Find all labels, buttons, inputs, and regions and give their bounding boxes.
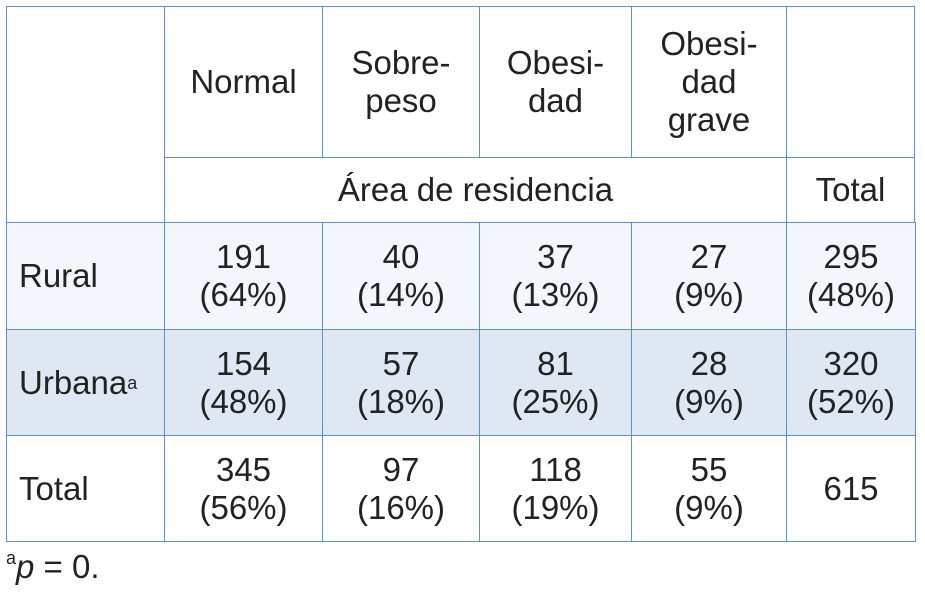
row-label: Urbana a (6, 329, 165, 436)
footnote-text: = 0. (34, 548, 100, 585)
footnote: ap = 0. (6, 548, 100, 586)
table-cell: 615 (786, 435, 916, 542)
table-cell: 295 (48%) (786, 222, 916, 330)
footnote-mark: a (6, 548, 17, 568)
table-cell: 37 (13%) (479, 222, 632, 330)
table-cell: 40 (14%) (322, 222, 480, 330)
corner-cell (6, 6, 165, 223)
row-label-text: Total (19, 469, 89, 507)
table-cell: 27 (9%) (631, 222, 787, 330)
col-header-empty (786, 6, 915, 158)
table-cell: 320 (52%) (786, 329, 916, 436)
col-header-sobrepeso: Sobre- peso (322, 6, 480, 158)
table-cell: 81 (25%) (479, 329, 632, 436)
row-label: Total (6, 435, 165, 542)
table-cell: 57 (18%) (322, 329, 480, 436)
table-cell: 154 (48%) (164, 329, 323, 436)
col-header-obesidad-grave: Obesi- dad grave (631, 6, 787, 158)
footnote-var: p (16, 548, 35, 585)
col-header-normal: Normal (164, 6, 323, 158)
col-header-obesidad: Obesi- dad (479, 6, 632, 158)
table-cell: 55 (9%) (631, 435, 787, 542)
group-header: Área de residencia (164, 157, 787, 223)
table-cell: 97 (16%) (322, 435, 480, 542)
table-cell: 191 (64%) (164, 222, 323, 330)
row-label-text: Urbana (19, 363, 128, 401)
total-header: Total (786, 157, 915, 223)
superscript: a (127, 372, 138, 393)
table-cell: 118 (19%) (479, 435, 632, 542)
table-cell: 28 (9%) (631, 329, 787, 436)
row-label: Rural (6, 222, 165, 330)
table-cell: 345 (56%) (164, 435, 323, 542)
row-label-text: Rural (19, 257, 98, 294)
